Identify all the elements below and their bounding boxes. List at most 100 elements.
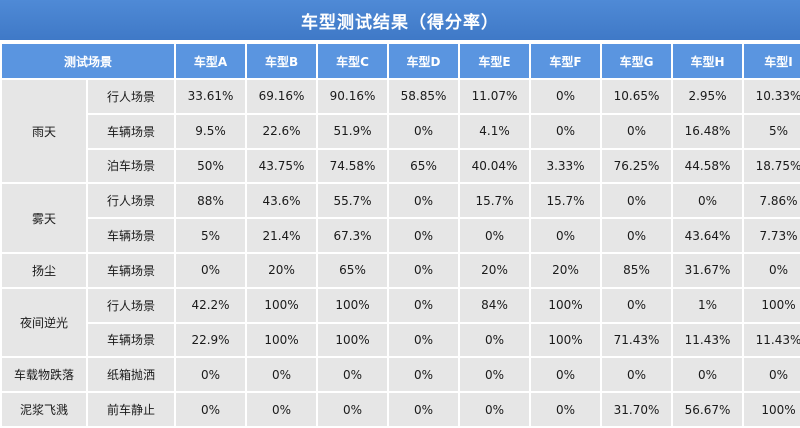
score-cell: 2.95% (673, 80, 743, 113)
scene-cell: 行人场景 (88, 184, 175, 218)
score-cell: 31.70% (602, 393, 672, 426)
score-cell: 20% (460, 253, 530, 287)
score-cell: 0% (602, 184, 672, 218)
model-header: 车型E (460, 44, 530, 78)
table-row: 扬尘 车辆场景 0% 20% 65% 0% 20% 20% 85% 31.67% 0% (2, 253, 800, 287)
score-cell: 0% (389, 219, 459, 252)
score-cell: 33.61% (176, 80, 246, 113)
table-row: 车辆场景 5% 21.4% 67.3% 0% 0% 0% 0% 43.64% 7.73% (2, 219, 800, 252)
score-cell: 22.9% (176, 323, 246, 357)
model-header: 车型C (318, 44, 388, 78)
scene-cell: 车辆场景 (88, 114, 175, 148)
score-cell: 100% (318, 323, 388, 357)
score-cell: 85% (602, 253, 672, 287)
score-cell: 15.7% (460, 184, 530, 218)
score-cell: 10.33% (744, 80, 800, 113)
model-header: 车型D (389, 44, 459, 78)
model-header: 车型A (176, 44, 246, 78)
score-cell: 88% (176, 184, 246, 218)
score-cell: 11.43% (744, 323, 800, 357)
score-cell: 43.6% (247, 184, 317, 218)
score-cell: 0% (318, 393, 388, 426)
scene-cell: 泊车场景 (88, 149, 175, 183)
score-cell: 0% (389, 288, 459, 322)
score-cell: 44.58% (673, 149, 743, 183)
score-cell: 0% (389, 358, 459, 392)
score-cell: 100% (531, 323, 601, 357)
score-cell: 0% (460, 323, 530, 357)
score-cell: 71.43% (602, 323, 672, 357)
score-cell: 0% (318, 358, 388, 392)
score-cell: 11.07% (460, 80, 530, 113)
condition-cell: 扬尘 (2, 253, 86, 287)
table-row: 雨天 行人场景 33.61% 69.16% 90.16% 58.85% 11.07% 0% 10… (2, 80, 800, 183)
scene-cell: 车辆场景 (88, 219, 175, 252)
scene-cell: 行人场景 (88, 288, 175, 322)
table-title: 车型测试结果（得分率） (0, 0, 800, 40)
score-cell: 0% (389, 253, 459, 287)
score-cell: 100% (744, 393, 800, 426)
score-cell: 22.6% (247, 114, 317, 148)
score-cell: 74.58% (318, 149, 388, 183)
score-cell: 100% (318, 288, 388, 322)
table-row: 夜间逆光 行人场景 42.2% 100% 100% 0% 84% 100% 0% 1% 100% (2, 288, 800, 357)
table-body: 雨天 行人场景 33.61% 69.16% 90.16% 58.85% 11.07% 0% 10… (2, 80, 800, 426)
table-row: 泥浆飞溅 前车静止 0% 0% 0% 0% 0% 0% 31.70% 56.67% 100% (2, 393, 800, 426)
score-cell: 40.04% (460, 149, 530, 183)
score-cell: 20% (531, 253, 601, 287)
score-cell: 7.73% (744, 219, 800, 252)
score-cell: 42.2% (176, 288, 246, 322)
score-cell: 65% (318, 253, 388, 287)
score-cell: 0% (176, 253, 246, 287)
scene-cell: 车辆场景 (88, 253, 175, 287)
table-row: 车载物跌落 纸箱抛洒 0% 0% 0% 0% 0% 0% 0% 0% 0% (2, 358, 800, 392)
score-cell: 84% (460, 288, 530, 322)
score-cell: 69.16% (247, 80, 317, 113)
table-row: 雾天 行人场景 88% 43.6% 55.7% 0% 15.7% 15.7% 0% 0% 7.86% (2, 184, 800, 252)
score-cell: 0% (531, 393, 601, 426)
score-cell: 20% (247, 253, 317, 287)
results-table: 测试场景 车型A 车型B 车型C 车型D 车型E 车型F 车型G 车型H 车型I… (0, 42, 800, 428)
model-header: 车型I (744, 44, 800, 78)
score-cell: 67.3% (318, 219, 388, 252)
score-cell: 100% (247, 323, 317, 357)
score-cell: 56.67% (673, 393, 743, 426)
score-cell: 0% (531, 219, 601, 252)
score-cell: 0% (247, 358, 317, 392)
model-header: 车型H (673, 44, 743, 78)
score-cell: 0% (531, 80, 601, 113)
model-header: 车型B (247, 44, 317, 78)
score-cell: 1% (673, 288, 743, 322)
score-cell: 65% (389, 149, 459, 183)
condition-cell: 车载物跌落 (2, 358, 86, 392)
score-cell: 0% (460, 358, 530, 392)
scene-cell: 行人场景 (88, 80, 175, 113)
score-cell: 16.48% (673, 114, 743, 148)
condition-cell: 泥浆飞溅 (2, 393, 86, 426)
score-cell: 0% (673, 184, 743, 218)
score-cell: 5% (744, 114, 800, 148)
score-cell: 0% (389, 393, 459, 426)
score-cell: 10.65% (602, 80, 672, 113)
scene-cell: 前车静止 (88, 393, 175, 426)
score-cell: 51.9% (318, 114, 388, 148)
score-cell: 0% (389, 114, 459, 148)
score-cell: 11.43% (673, 323, 743, 357)
model-header: 车型G (602, 44, 672, 78)
score-cell: 43.64% (673, 219, 743, 252)
condition-cell: 雾天 (2, 184, 86, 252)
score-cell: 5% (176, 219, 246, 252)
table-row: 车辆场景 9.5% 22.6% 51.9% 0% 4.1% 0% 0% 16.48% 5% (2, 114, 800, 148)
score-cell: 90.16% (318, 80, 388, 113)
score-cell: 58.85% (389, 80, 459, 113)
score-cell: 100% (744, 288, 800, 322)
score-cell: 0% (602, 288, 672, 322)
score-cell: 9.5% (176, 114, 246, 148)
score-cell: 0% (531, 114, 601, 148)
scene-header: 测试场景 (2, 44, 175, 78)
score-cell: 0% (176, 358, 246, 392)
score-cell: 43.75% (247, 149, 317, 183)
score-cell: 0% (531, 358, 601, 392)
condition-cell: 夜间逆光 (2, 288, 86, 357)
score-cell: 100% (531, 288, 601, 322)
